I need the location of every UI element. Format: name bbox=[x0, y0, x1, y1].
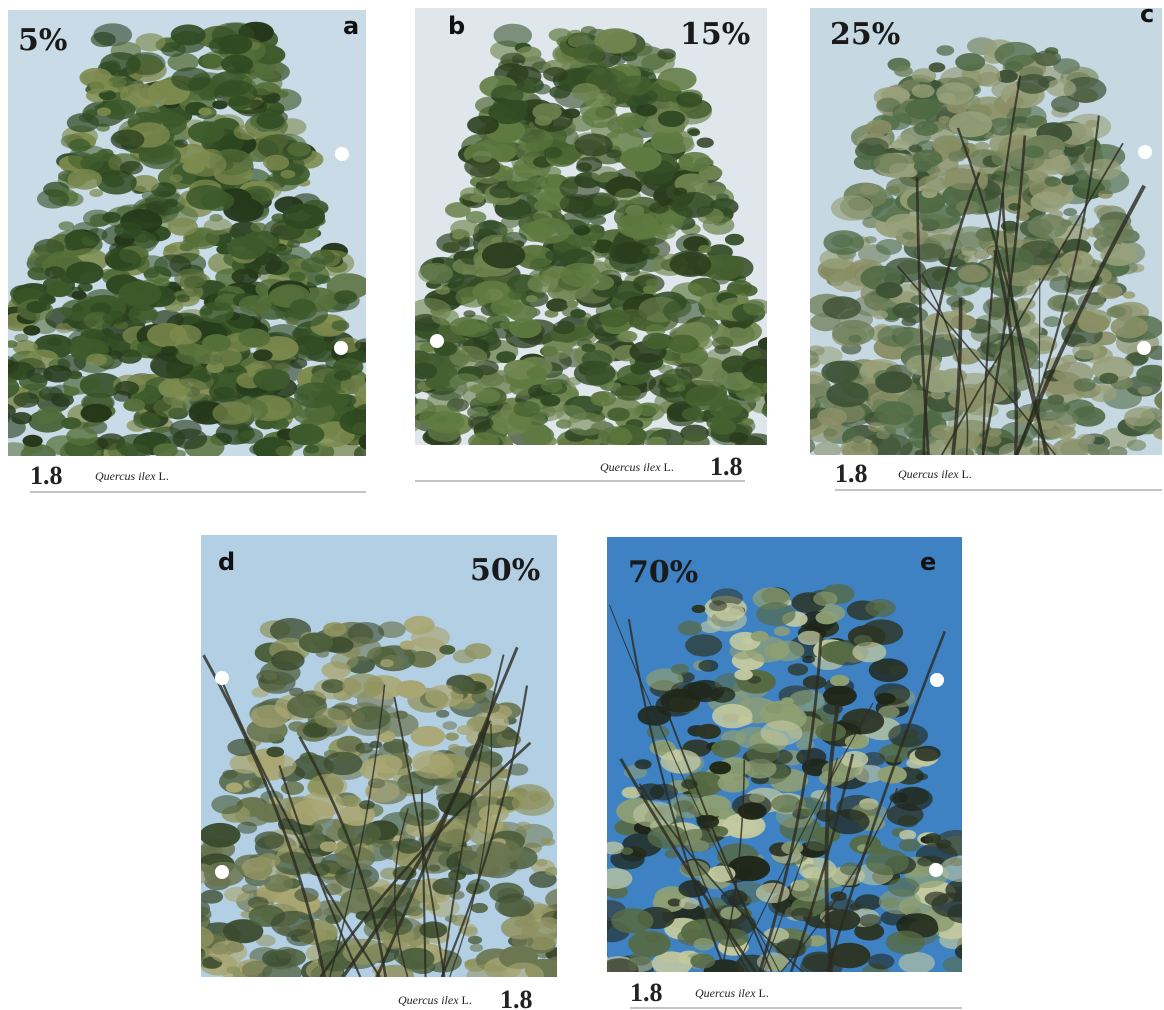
punch-hole bbox=[334, 341, 348, 355]
species-authority: L. bbox=[759, 986, 769, 1000]
photo-panel: 70% e 1.8 Quercus ilexL. bbox=[568, 537, 994, 1008]
species-authority: L. bbox=[664, 460, 674, 474]
punch-hole bbox=[1137, 341, 1151, 355]
punch-hole bbox=[430, 334, 444, 348]
plate-number: 1.8 bbox=[710, 452, 743, 481]
punch-hole bbox=[929, 863, 943, 877]
photo-panel: 50% d 1.8 Quercus ilexL. bbox=[153, 535, 591, 1010]
species-name: Quercus ilex bbox=[695, 986, 756, 1000]
panel-letter: b bbox=[448, 12, 465, 40]
species-name: Quercus ilex bbox=[95, 469, 156, 483]
photo bbox=[568, 537, 994, 984]
species-caption: Quercus ilexL. bbox=[95, 469, 169, 483]
species-name: Quercus ilex bbox=[398, 993, 459, 1007]
punch-hole bbox=[215, 865, 229, 879]
punch-hole bbox=[930, 673, 944, 687]
photo bbox=[153, 535, 591, 990]
photo bbox=[0, 10, 410, 466]
photo-panel: 25% c 1.8 Quercus ilexL. bbox=[774, 0, 1164, 490]
defoliation-percent: 50% bbox=[470, 553, 540, 588]
photo bbox=[774, 8, 1164, 466]
species-caption: Quercus ilexL. bbox=[898, 467, 972, 481]
species-caption: Quercus ilexL. bbox=[695, 986, 769, 1000]
species-name: Quercus ilex bbox=[898, 467, 959, 481]
panel-letter: d bbox=[218, 548, 235, 576]
species-caption: Quercus ilexL. bbox=[600, 460, 674, 474]
photo bbox=[366, 8, 804, 458]
species-authority: L. bbox=[462, 993, 472, 1007]
punch-hole bbox=[1138, 145, 1152, 159]
punch-hole bbox=[215, 671, 229, 685]
panel-letter: c bbox=[1140, 0, 1154, 28]
defoliation-percent: 25% bbox=[830, 17, 900, 52]
panel-letter: e bbox=[920, 548, 936, 576]
defoliation-percent: 15% bbox=[680, 17, 750, 52]
panel-letter: a bbox=[343, 12, 359, 40]
species-authority: L. bbox=[159, 469, 169, 483]
plate-number: 1.8 bbox=[835, 459, 868, 488]
punch-hole bbox=[335, 147, 349, 161]
photo-panel: 5% a 1.8 Quercus ilexL. bbox=[0, 10, 410, 492]
species-authority: L. bbox=[962, 467, 972, 481]
photo-panel: 15% b 1.8 Quercus ilexL. bbox=[366, 8, 804, 481]
species-name: Quercus ilex bbox=[600, 460, 661, 474]
plate-number: 1.8 bbox=[500, 985, 533, 1010]
figure: 5%a1.8Quercus ilexL.15%b1.8Quercus ilexL… bbox=[0, 0, 1164, 1010]
defoliation-percent: 70% bbox=[628, 555, 698, 590]
defoliation-percent: 5% bbox=[18, 23, 67, 58]
species-caption: Quercus ilexL. bbox=[398, 993, 472, 1007]
plate-number: 1.8 bbox=[30, 461, 63, 490]
plate-number: 1.8 bbox=[630, 978, 663, 1007]
